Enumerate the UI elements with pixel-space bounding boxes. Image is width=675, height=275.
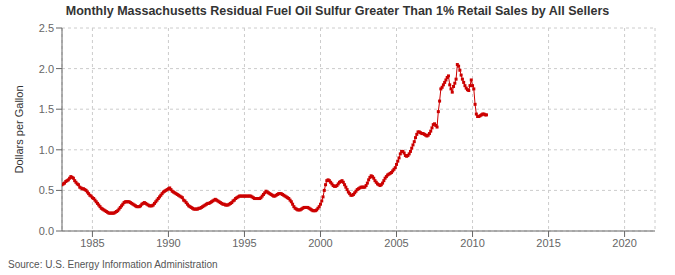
svg-text:1985: 1985 <box>80 237 104 249</box>
svg-text:1.5: 1.5 <box>39 103 54 115</box>
svg-text:1.0: 1.0 <box>39 144 54 156</box>
svg-text:2.5: 2.5 <box>39 22 54 34</box>
svg-text:2.0: 2.0 <box>39 63 54 75</box>
svg-text:1995: 1995 <box>232 237 256 249</box>
svg-text:1990: 1990 <box>156 237 180 249</box>
html-text:Source: U.S. Energy Informatio: Source: U.S. Energy Information Administ… <box>8 259 218 270</box>
html-text:Monthly Massachusetts Residual: Monthly Massachusetts Residual Fuel Oil … <box>65 4 610 18</box>
svg-text:2005: 2005 <box>384 237 408 249</box>
svg-text:0.0: 0.0 <box>39 225 54 237</box>
svg-text:Dollars per Gallon: Dollars per Gallon <box>13 85 25 173</box>
svg-text:2015: 2015 <box>536 237 560 249</box>
svg-text:2010: 2010 <box>460 237 484 249</box>
svg-text:2020: 2020 <box>612 237 636 249</box>
svg-text:2000: 2000 <box>308 237 332 249</box>
svg-text:0.5: 0.5 <box>39 184 54 196</box>
